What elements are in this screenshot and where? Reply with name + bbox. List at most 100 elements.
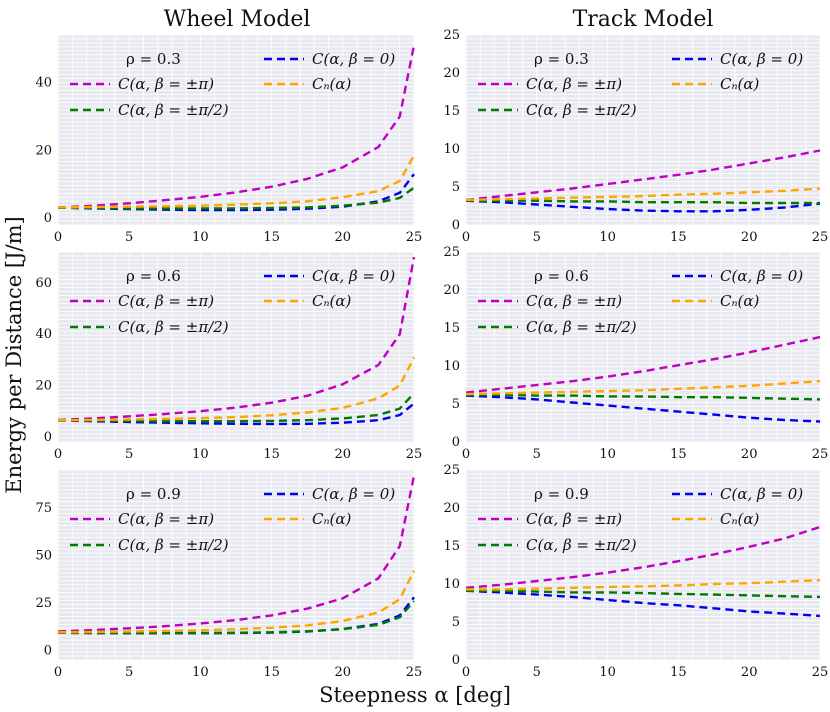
legend: ρ = 0.3 C(α, β = ±π) C(α, β = ±π/2) C(α, β …: [478, 50, 803, 119]
x-tick-label: 0: [462, 447, 470, 462]
legend-label-beta-half-pi: C(α, β = ±π/2): [526, 318, 637, 336]
x-tick-label: 0: [54, 447, 62, 462]
legend: ρ = 0.3 C(α, β = ±π) C(α, β = ±π/2) C(α, β …: [70, 50, 395, 119]
grid: [465, 251, 821, 443]
series-line-beta-pi: [57, 475, 416, 633]
x-tick-label: 0: [462, 665, 470, 680]
x-tick-label: 5: [125, 447, 133, 462]
y-tick-label: 40: [35, 76, 52, 91]
grid: [465, 469, 821, 661]
y-tick-label: 25: [443, 245, 460, 260]
x-tick-label: 20: [335, 230, 352, 245]
x-tick-label: 20: [741, 447, 758, 462]
legend: ρ = 0.6 C(α, β = ±π) C(α, β = ±π/2) C(α, β …: [478, 267, 803, 336]
x-tick-label: 25: [812, 230, 829, 245]
legend-label-cn: Cₙ(α): [312, 292, 352, 310]
legend-label-beta-0: C(α, β = 0): [312, 267, 395, 285]
series-line-beta-0: [465, 589, 821, 618]
y-tick-label: 25: [35, 596, 52, 611]
grid: [57, 34, 415, 226]
panel-wheel-rho-0.6: 0 5 10 15 20 25 0 20 40 60 ρ = 0.6 C(α, β = ±π) C(α,…: [35, 251, 422, 462]
x-tick-label: 15: [263, 447, 280, 462]
y-tick-label: 0: [44, 430, 52, 445]
legend-label-beta-half-pi: C(α, β = ±π/2): [118, 318, 229, 336]
series-line-beta-half-pi: [466, 199, 820, 205]
legend-label-beta-pi: C(α, β = ±π): [526, 75, 622, 93]
x-tick-label: 25: [812, 665, 829, 680]
x-tick-label: 5: [125, 230, 133, 245]
legend-label-beta-pi: C(α, β = ±π): [118, 510, 214, 528]
legend-rho-label: ρ = 0.9: [534, 485, 589, 503]
legend-label-beta-half-pi: C(α, β = ±π/2): [118, 101, 229, 119]
panel-track-rho-0.9: 0 5 10 15 20 25 0 5 10 15 20 25 ρ = 0.9 C(α, β = ±π) C…: [443, 463, 828, 680]
y-tick-label: 5: [452, 180, 460, 195]
y-tick-label: 20: [443, 283, 460, 298]
legend-label-beta-0: C(α, β = 0): [720, 485, 803, 503]
series-line-beta-0: [465, 394, 821, 423]
y-tick-label: 10: [443, 359, 460, 374]
y-tick-label: 40: [35, 327, 52, 342]
y-tick-label: 10: [443, 577, 460, 592]
x-axis-label: Steepness α [deg]: [319, 683, 511, 707]
y-tick-label: 0: [452, 435, 460, 450]
x-tick-label: 25: [812, 447, 829, 462]
series-line-beta-pi: [465, 335, 821, 394]
x-tick-label: 5: [533, 447, 541, 462]
wheel-model-title: Wheel Model: [164, 7, 311, 32]
x-tick-label: 10: [192, 665, 209, 680]
y-tick-label: 5: [452, 397, 460, 412]
x-tick-label: 0: [54, 230, 62, 245]
y-tick-label: 20: [35, 143, 52, 158]
x-tick-label: 5: [125, 665, 133, 680]
y-tick-label: 15: [443, 104, 460, 119]
y-tick-label: 20: [443, 501, 460, 516]
x-tick-label: 15: [670, 230, 687, 245]
x-tick-label: 10: [192, 447, 209, 462]
y-tick-label: 0: [44, 211, 52, 226]
series-line-beta-half-pi: [57, 392, 415, 423]
series-line-beta-half-pi: [466, 589, 821, 599]
legend-rho-label: ρ = 0.3: [534, 50, 589, 68]
series-line-beta-half-pi: [466, 393, 821, 401]
panel-track-rho-0.6: 0 5 10 15 20 25 0 5 10 15 20 25 ρ = 0.6 C(α, β = ±π) C…: [443, 245, 828, 462]
series-line-beta-pi: [465, 149, 821, 202]
x-tick-label: 5: [533, 665, 541, 680]
legend: ρ = 0.9 C(α, β = ±π) C(α, β = ±π/2) C(α, β …: [478, 485, 803, 554]
x-tick-label: 5: [533, 230, 541, 245]
y-tick-label: 25: [443, 463, 460, 478]
x-tick-label: 10: [599, 665, 616, 680]
panel-wheel-rho-0.9: 0 5 10 15 20 25 0 25 50 75 ρ = 0.9 C(α, β = ±π) C(α,…: [35, 469, 422, 680]
x-tick-label: 20: [741, 665, 758, 680]
y-tick-label: 50: [35, 549, 52, 564]
legend-label-beta-half-pi: C(α, β = ±π/2): [526, 536, 637, 554]
y-tick-label: 60: [35, 276, 52, 291]
track-model-title: Track Model: [573, 7, 714, 32]
series-line-beta-pi: [465, 525, 821, 589]
x-tick-label: 15: [670, 665, 687, 680]
y-tick-label: 20: [35, 379, 52, 394]
series-line-beta-half-pi: [57, 600, 415, 635]
series-line-cn: [466, 579, 821, 591]
y-tick-label: 15: [443, 539, 460, 554]
series-line-cn: [57, 356, 416, 422]
x-tick-label: 10: [192, 230, 209, 245]
legend-rho-label: ρ = 0.3: [126, 50, 181, 68]
x-tick-label: 15: [263, 665, 280, 680]
legend-label-beta-half-pi: C(α, β = ±π/2): [526, 101, 637, 119]
y-tick-label: 5: [452, 615, 460, 630]
x-tick-label: 10: [599, 230, 616, 245]
x-tick-label: 20: [335, 447, 352, 462]
legend-label-beta-pi: C(α, β = ±π): [526, 510, 622, 528]
series-line-cn: [57, 154, 416, 209]
series-line-beta-pi: [57, 256, 416, 422]
x-tick-label: 20: [741, 230, 758, 245]
y-tick-label: 25: [443, 28, 460, 43]
series-line-cn: [57, 570, 416, 634]
legend-label-cn: Cₙ(α): [312, 510, 352, 528]
legend-rho-label: ρ = 0.6: [534, 267, 589, 285]
legend-label-cn: Cₙ(α): [720, 75, 760, 93]
legend-label-beta-pi: C(α, β = ±π): [118, 75, 214, 93]
panel-wheel-rho-0.3: 0 5 10 15 20 25 0 20 40 ρ = 0.3 C(α, β = ±π) C(α, β…: [35, 34, 422, 245]
legend-label-beta-pi: C(α, β = ±π): [118, 292, 214, 310]
x-tick-label: 0: [462, 230, 470, 245]
